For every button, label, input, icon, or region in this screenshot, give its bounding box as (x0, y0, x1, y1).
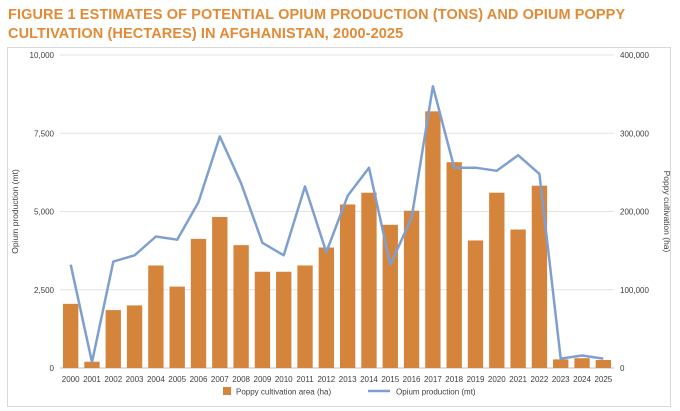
x-tick-label: 2006 (190, 375, 208, 384)
bar-2001 (84, 361, 100, 368)
legend-label-line: Opium production (mt) (396, 388, 476, 397)
x-tick-label: 2004 (147, 375, 165, 384)
opium-production-line (69, 85, 604, 364)
bar-2014 (361, 192, 377, 368)
bar-2025 (595, 360, 612, 368)
bar-2018 (446, 162, 462, 368)
x-tick-label: 2002 (104, 375, 122, 384)
bar-2000 (62, 303, 79, 368)
left-y-tick-label: 0 (50, 364, 55, 373)
x-tick-label: 2003 (126, 375, 144, 384)
bar-2002 (105, 310, 121, 368)
right-axis-label: Poppy cultivation (ha) (662, 171, 670, 253)
figure-title: FIGURE 1 ESTIMATES OF POTENTIAL OPIUM PR… (8, 7, 625, 42)
right-y-tick-labels: 0 100,000 200,000 300,000 400,000 (620, 51, 649, 373)
x-tick-label: 2014 (360, 375, 378, 384)
legend: Poppy cultivation area (ha) Opium product… (223, 387, 476, 397)
bar-2015 (382, 224, 398, 368)
left-y-tick-label: 5,000 (34, 208, 55, 217)
right-y-tick-label: 200,000 (620, 208, 649, 217)
bar-2012 (318, 247, 335, 368)
right-y-tick-label: 400,000 (620, 51, 649, 60)
left-y-tick-label: 2,500 (34, 286, 55, 295)
x-tick-label: 2010 (275, 375, 293, 384)
x-tick-label: 2007 (211, 375, 229, 384)
x-tick-label: 2013 (339, 375, 357, 384)
right-y-tick-label: 0 (620, 364, 625, 373)
x-tick-label: 2016 (403, 375, 421, 384)
bar-2005 (169, 286, 185, 368)
bar-2010 (276, 271, 292, 368)
bar-2016 (403, 210, 420, 368)
x-tick-label: 2021 (509, 375, 527, 384)
x-tick-label: 2020 (488, 375, 506, 384)
x-tick-label: 2012 (317, 375, 335, 384)
bar-2020 (489, 192, 505, 368)
right-y-tick-label: 100,000 (620, 286, 649, 295)
x-tick-label: 2001 (83, 375, 101, 384)
left-y-tick-labels: 0 2,500 5,000 7,500 10,000 (30, 51, 55, 373)
bar-2019 (467, 240, 484, 368)
bar-2003 (126, 305, 143, 368)
x-tick-label: 2011 (296, 375, 314, 384)
left-y-tick-label: 10,000 (30, 51, 55, 60)
bar-2008 (233, 245, 249, 368)
bar-2024 (574, 358, 590, 368)
bar-2021 (510, 229, 526, 368)
x-tick-labels: 2000 2001 2002 2003 2004 2005 2006 2007 2008 2009… (62, 375, 613, 384)
bar-2004 (148, 265, 164, 368)
x-tick-label: 2015 (381, 375, 399, 384)
x-tick-label: 2025 (594, 375, 612, 384)
left-y-tick-label: 7,500 (34, 129, 55, 138)
chart: 2000 2001 2002 2003 2004 2005 2006 2007 2008 2009… (10, 51, 672, 397)
x-tick-label: 2022 (531, 375, 549, 384)
bars (62, 111, 612, 368)
gridlines (60, 54, 614, 369)
x-tick-label: 2017 (424, 375, 442, 384)
x-tick-label: 2008 (232, 375, 250, 384)
bar-2009 (254, 271, 271, 368)
x-tick-label: 2018 (445, 375, 463, 384)
x-tick-label: 2009 (254, 375, 272, 384)
bar-2017 (425, 111, 441, 368)
bar-2013 (339, 204, 356, 368)
bar-2006 (190, 238, 207, 368)
bar-2022 (531, 185, 548, 368)
bar-2023 (553, 359, 569, 368)
legend-label-bar: Poppy cultivation area (ha) (236, 388, 332, 397)
x-tick-label: 2005 (168, 375, 186, 384)
bar-2011 (297, 265, 313, 368)
x-tick-label: 2024 (573, 375, 591, 384)
legend-swatch-bar (223, 387, 231, 395)
x-tick-label: 2023 (552, 375, 570, 384)
x-tick-label: 2019 (467, 375, 485, 384)
chart-frame: 2000 2001 2002 2003 2004 2005 2006 2007 2008 2009… (7, 47, 672, 407)
x-tick-label: 2000 (62, 375, 80, 384)
bar-2007 (212, 216, 228, 368)
right-y-tick-label: 300,000 (620, 129, 649, 138)
left-axis-label: Opium production (mt) (10, 169, 20, 254)
